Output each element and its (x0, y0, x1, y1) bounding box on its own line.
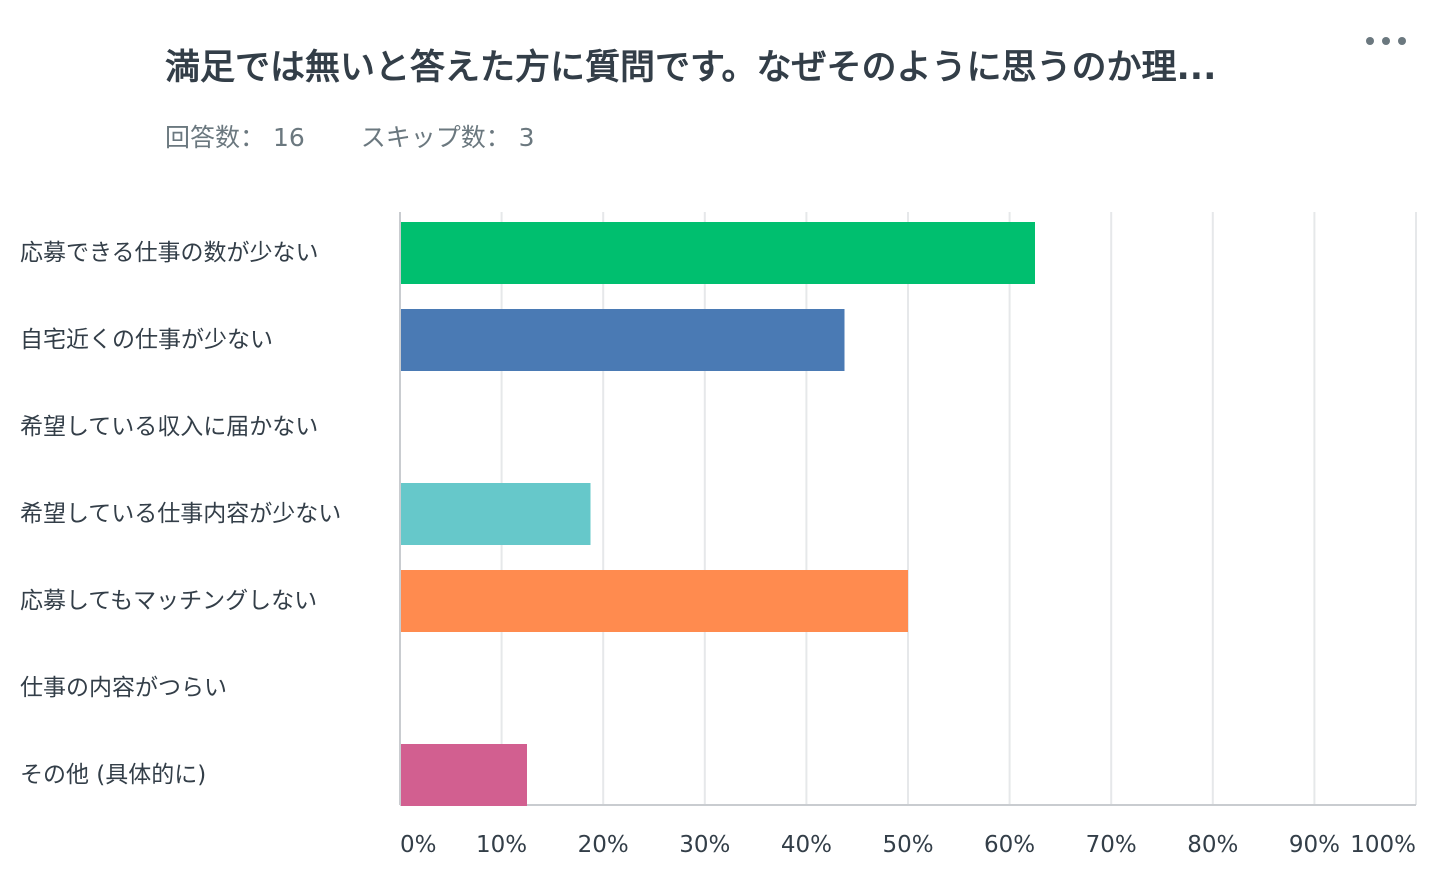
x-tick-label: 70% (1086, 832, 1137, 858)
x-tick-label: 60% (984, 832, 1035, 858)
question-title: 満足では無いと答えた方に質問です。なぜそのように思うのか理... (165, 48, 1217, 88)
x-tick-label: 30% (679, 832, 730, 858)
gridlines (399, 212, 1417, 806)
bar[interactable] (401, 222, 1035, 284)
x-tick-label: 0% (400, 832, 437, 858)
x-tick-label: 90% (1289, 832, 1340, 858)
more-dot (1382, 37, 1390, 45)
x-tick-label: 10% (476, 832, 527, 858)
more-dot (1398, 37, 1406, 45)
skipped-label: スキップ数： (360, 123, 511, 152)
x-tick-label: 20% (578, 832, 629, 858)
answered-label: 回答数： (165, 123, 266, 152)
bar[interactable] (401, 744, 527, 806)
more-horizontal-icon[interactable] (1366, 28, 1406, 54)
category-labels: 応募できる仕事の数が少ない自宅近くの仕事が少ない希望している収入に届かない希望し… (20, 240, 341, 788)
category-label: 応募してもマッチングしない (20, 588, 317, 614)
category-label: その他 (具体的に) (20, 762, 206, 788)
x-tick-label: 50% (882, 832, 933, 858)
x-tick-labels: 0% 10% 20% 30% 40% 50% 60% 70% 80% 90% 100% (400, 832, 1416, 858)
answered-count: 16 (272, 123, 305, 152)
bar[interactable] (401, 570, 908, 632)
x-tick-label: 80% (1187, 832, 1238, 858)
more-dot (1366, 37, 1374, 45)
response-stats: 回答数： 16 スキップ数： 3 (165, 118, 535, 158)
category-label: 仕事の内容がつらい (20, 675, 227, 701)
bar[interactable] (401, 483, 591, 545)
bar[interactable] (401, 309, 845, 371)
category-label: 希望している仕事内容が少ない (20, 501, 341, 527)
skipped-count: 3 (518, 123, 535, 152)
x-tick-label: 40% (781, 832, 832, 858)
category-label: 自宅近くの仕事が少ない (20, 327, 273, 353)
bars (401, 222, 1035, 806)
x-tick-label: 100% (1350, 832, 1416, 858)
category-label: 応募できる仕事の数が少ない (20, 240, 319, 266)
category-label: 希望している収入に届かない (20, 414, 318, 440)
